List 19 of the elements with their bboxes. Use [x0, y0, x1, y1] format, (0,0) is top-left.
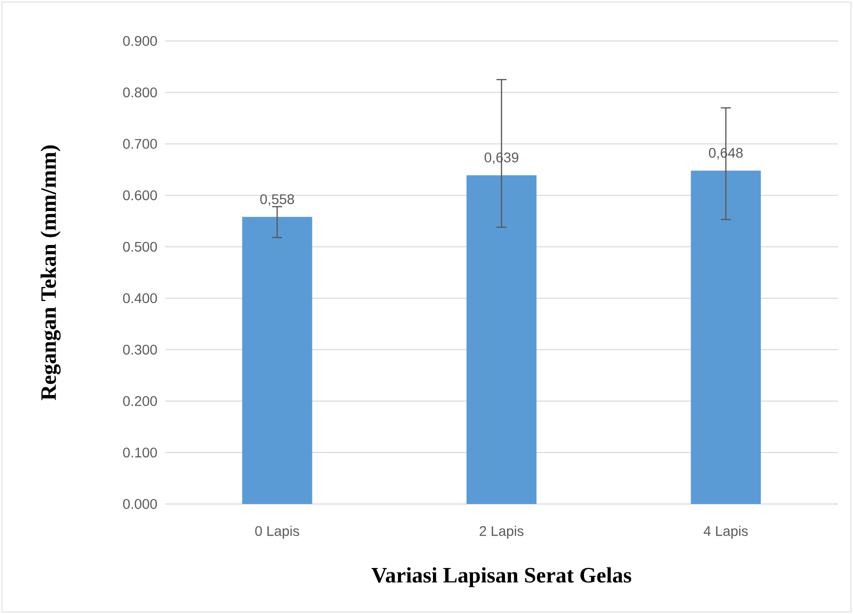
bar — [466, 175, 537, 504]
x-axis-title: Variasi Lapisan Serat Gelas — [372, 567, 632, 588]
y-tick-label: 0.300 — [123, 344, 157, 355]
x-tick-label: 2 Lapis — [480, 526, 524, 539]
y-tick-label: 0.500 — [123, 242, 157, 252]
y-tick-label: 0.100 — [123, 448, 157, 458]
y-tick-label: 0.600 — [123, 190, 157, 200]
x-tick-label: 0 Lapis — [255, 526, 300, 539]
y-tick-label: 0.800 — [123, 87, 157, 98]
x-tick-label: 4 Lapis — [704, 526, 748, 539]
y-axis-title: Regangan Tekan (mm/mm) — [40, 145, 61, 400]
y-tick-label: 0.200 — [123, 396, 157, 406]
bar — [690, 170, 761, 504]
data-label: 0,558 — [260, 194, 294, 206]
bar — [242, 216, 312, 504]
y-tick-label: 0.900 — [123, 36, 157, 46]
y-tick-label: 0.700 — [123, 138, 157, 149]
y-tick-label: 0.400 — [123, 293, 157, 304]
y-tick-label: 0.000 — [123, 499, 157, 509]
